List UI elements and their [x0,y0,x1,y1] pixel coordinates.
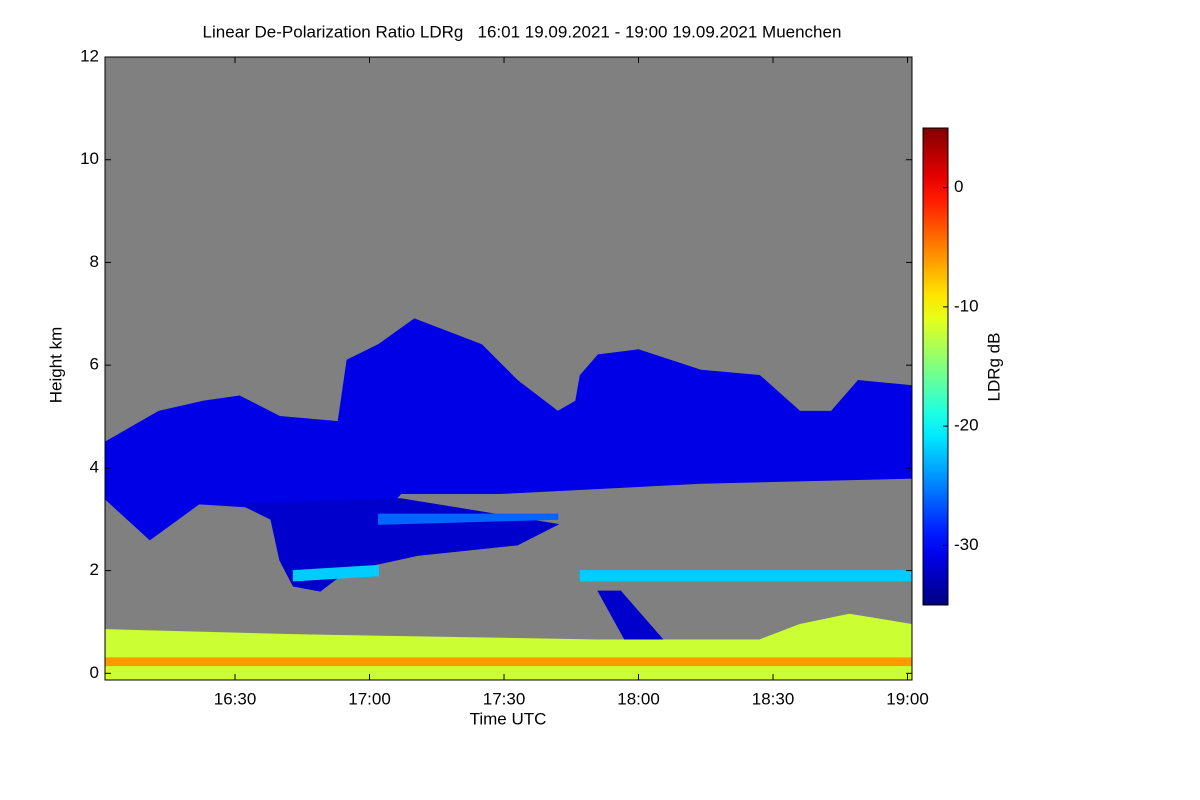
colorbar [922,127,949,606]
y-tick-label: 10 [80,149,99,168]
colorbar-tick-label: -10 [954,296,979,315]
plot-background [105,57,912,680]
x-tick-label: 19:00 [886,689,929,708]
x-axis-label: Time UTC [470,709,547,728]
y-tick-label: 0 [90,663,99,682]
y-tick-label: 6 [90,355,99,374]
y-tick-label: 4 [90,457,99,476]
plot-frame [104,56,913,681]
y-tick-label: 8 [90,252,99,271]
chart-title: Linear De-Polarization Ratio LDRg 16:01 … [203,22,842,41]
colorbar-label: LDRg dB [984,333,1003,402]
ldr-region [377,513,559,525]
colorbar-tick-label: 0 [954,177,963,196]
x-tick-label: 18:30 [752,689,795,708]
y-axis-label: Height km [46,327,65,404]
ldr-region [579,570,913,582]
ldr-region [104,657,913,667]
x-tick-label: 16:30 [214,689,257,708]
x-tick-label: 17:30 [483,689,526,708]
y-tick-label: 2 [90,560,99,579]
colorbar-tick-label: -30 [954,535,979,554]
ldr-region [292,564,379,582]
y-tick-label: 12 [80,46,99,65]
x-tick-label: 18:00 [617,689,660,708]
x-tick-label: 17:00 [348,689,391,708]
colorbar-tick-label: -20 [954,416,979,435]
